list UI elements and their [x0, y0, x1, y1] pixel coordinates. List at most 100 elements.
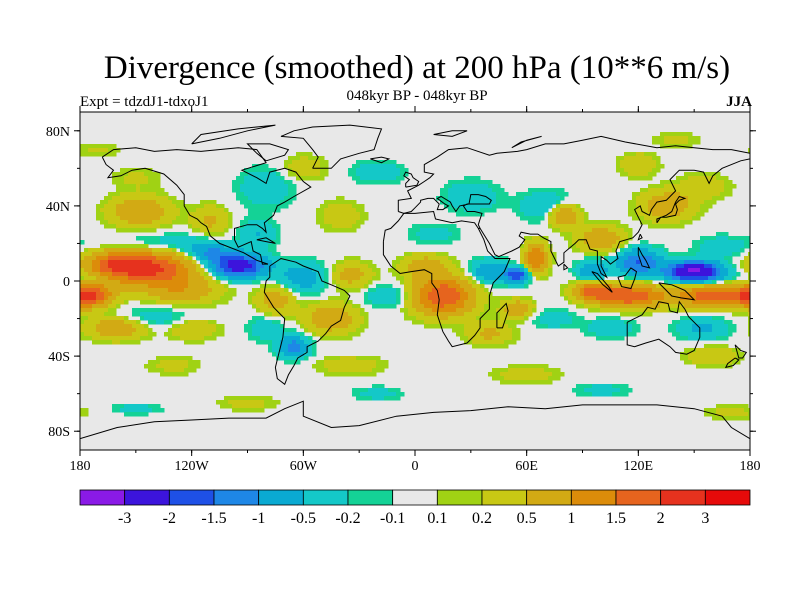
field-cell [716, 264, 721, 269]
field-cell [312, 364, 317, 369]
field-cell [544, 248, 549, 253]
field-cell [172, 220, 177, 225]
field-cell [672, 300, 677, 305]
field-cell [252, 236, 257, 241]
field-cell [636, 172, 641, 177]
field-cell [456, 288, 461, 293]
field-cell [692, 272, 697, 277]
field-cell [240, 172, 245, 177]
field-cell [448, 272, 453, 277]
field-cell [140, 292, 145, 297]
field-cell [508, 320, 513, 325]
field-cell [700, 292, 705, 297]
field-cell [552, 320, 557, 325]
field-cell [488, 328, 493, 333]
field-cell [232, 280, 237, 285]
field-cell [176, 232, 181, 237]
field-cell [580, 316, 585, 321]
field-cell [596, 308, 601, 313]
field-cell [92, 324, 97, 329]
field-cell [120, 328, 125, 333]
field-cell [100, 212, 105, 217]
field-cell [248, 208, 253, 213]
field-cell [84, 328, 89, 333]
field-cell [332, 272, 337, 277]
field-cell [352, 364, 357, 369]
field-cell [708, 336, 713, 341]
field-cell [524, 304, 529, 309]
field-cell [604, 228, 609, 233]
field-cell [284, 192, 289, 197]
field-cell [684, 288, 689, 293]
field-cell [236, 256, 241, 261]
field-cell [84, 296, 89, 301]
field-cell [724, 336, 729, 341]
field-cell [664, 188, 669, 193]
field-cell [628, 292, 633, 297]
field-cell [312, 288, 317, 293]
field-cell [352, 328, 357, 333]
field-cell [492, 300, 497, 305]
field-cell [344, 316, 349, 321]
field-cell [284, 300, 289, 305]
field-cell [148, 328, 153, 333]
field-cell [528, 220, 533, 225]
field-cell [140, 276, 145, 281]
field-cell [180, 336, 185, 341]
field-cell [144, 336, 149, 341]
field-cell [408, 288, 413, 293]
field-cell [92, 304, 97, 309]
field-cell [260, 244, 265, 249]
field-cell [652, 172, 657, 177]
field-cell [96, 276, 101, 281]
field-cell [656, 164, 661, 169]
field-cell [424, 240, 429, 245]
field-cell [184, 280, 189, 285]
field-cell [424, 256, 429, 261]
field-cell [280, 348, 285, 353]
field-cell [368, 292, 373, 297]
field-cell [300, 284, 305, 289]
field-cell [512, 268, 517, 273]
field-cell [88, 148, 93, 153]
field-cell [408, 284, 413, 289]
field-cell [704, 328, 709, 333]
field-cell [300, 348, 305, 353]
field-cell [204, 280, 209, 285]
field-cell [424, 308, 429, 313]
field-cell [348, 304, 353, 309]
field-cell [180, 240, 185, 245]
field-cell [488, 208, 493, 213]
field-cell [296, 336, 301, 341]
field-cell [204, 328, 209, 333]
field-cell [120, 180, 125, 185]
field-cell [108, 332, 113, 337]
field-cell [208, 208, 213, 213]
field-cell [716, 236, 721, 241]
field-cell [224, 276, 229, 281]
field-cell [448, 196, 453, 201]
field-cell [440, 228, 445, 233]
field-cell [476, 292, 481, 297]
field-cell [480, 272, 485, 277]
field-cell [472, 260, 477, 265]
field-cell [208, 276, 213, 281]
field-cell [568, 292, 573, 297]
field-cell [708, 328, 713, 333]
field-cell [380, 176, 385, 181]
field-cell [388, 176, 393, 181]
field-cell [632, 208, 637, 213]
field-cell [452, 196, 457, 201]
field-cell [140, 268, 145, 273]
field-cell [220, 208, 225, 213]
field-cell [332, 332, 337, 337]
field-cell [616, 232, 621, 237]
field-cell [276, 268, 281, 273]
field-cell [464, 328, 469, 333]
field-cell [184, 248, 189, 253]
field-cell [576, 236, 581, 241]
field-cell [92, 296, 97, 301]
field-cell [648, 200, 653, 205]
field-cell [588, 296, 593, 301]
field-cell [296, 320, 301, 325]
